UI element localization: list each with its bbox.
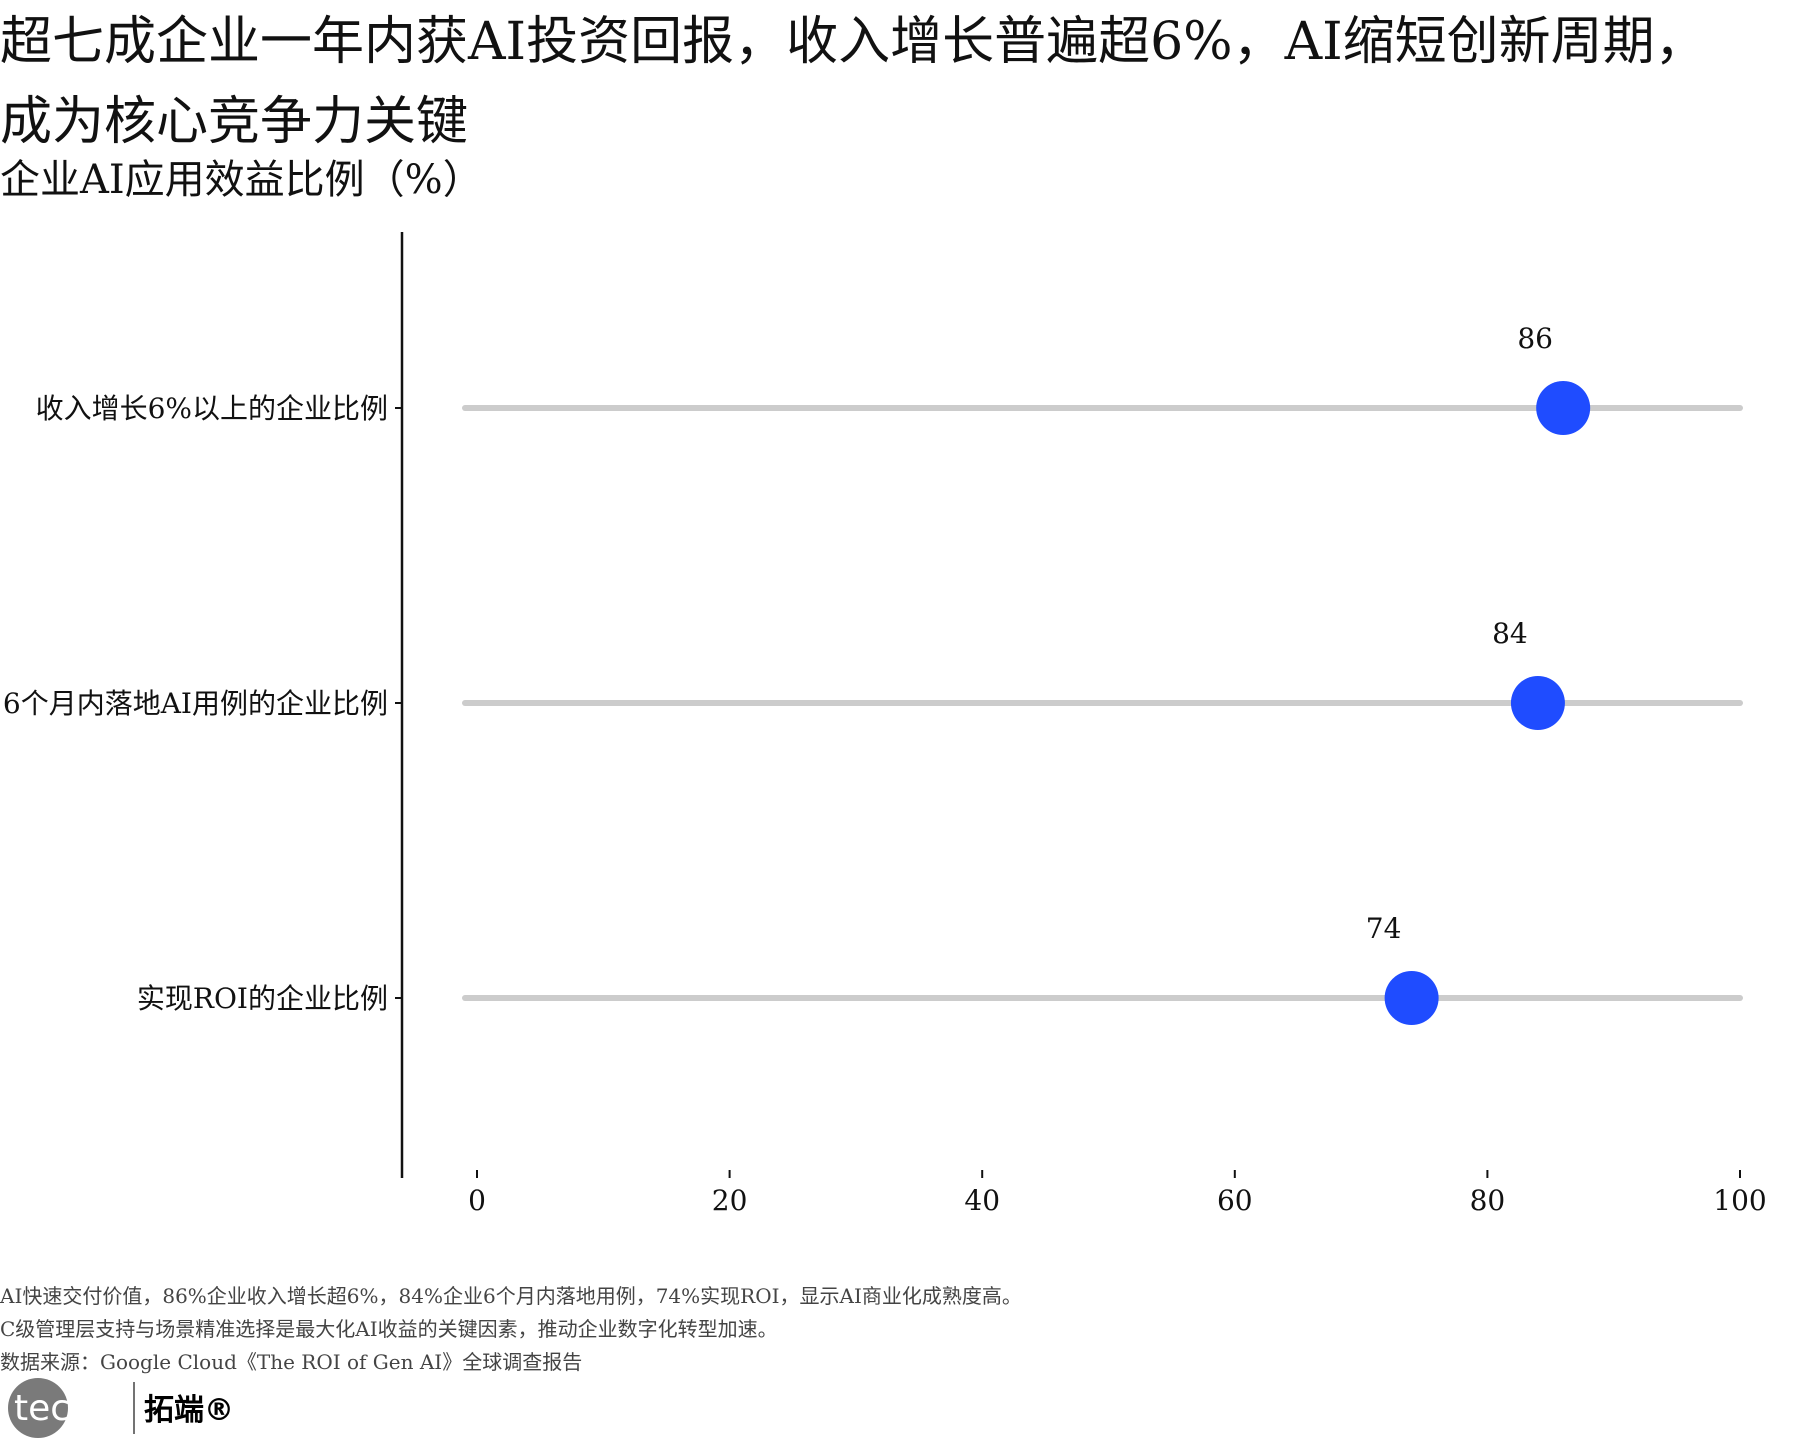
- logo-circle-icon: [8, 1378, 68, 1438]
- data-label: 84: [1492, 617, 1528, 650]
- x-tick-label: 20: [712, 1184, 748, 1217]
- data-point: [1536, 381, 1591, 435]
- logo-text-cn: 拓端®: [144, 1393, 234, 1428]
- note-line-2: C级管理层支持与场景精准选择是最大化AI收益的关键因素，推动企业数字化转型加速。: [0, 1317, 778, 1341]
- logo-text-en: tecdat: [14, 1388, 129, 1429]
- tecdat-logo: tecdat 拓端®: [8, 1378, 234, 1438]
- category-label: 实现ROI的企业比例: [137, 982, 388, 1015]
- data-label: 86: [1517, 322, 1553, 355]
- category-label: 6个月内落地AI用例的企业比例: [3, 687, 388, 720]
- x-tick-label: 60: [1217, 1184, 1253, 1217]
- chart-title: 超七成企业一年内获AI投资回报，收入增长普遍超6%，AI缩短创新周期， 成为核心…: [0, 2, 1780, 162]
- category-label: 收入增长6%以上的企业比例: [36, 392, 388, 425]
- note-line-1: AI快速交付价值，86%企业收入增长超6%，84%企业6个月内落地用例，74%实…: [0, 1284, 1022, 1308]
- chart-subtitle: 企业AI应用效益比例（%）: [0, 157, 483, 203]
- chart-title-line-2: 成为核心竞争力关键: [0, 92, 469, 152]
- x-tick-label: 80: [1470, 1184, 1506, 1217]
- x-tick-label: 0: [468, 1184, 486, 1217]
- x-tick-label: 40: [964, 1184, 1000, 1217]
- chart-title-line-1: 超七成企业一年内获AI投资回报，收入增长普遍超6%，AI缩短创新周期，: [0, 12, 1707, 72]
- data-label: 74: [1366, 912, 1402, 945]
- x-tick-label: 100: [1713, 1184, 1766, 1217]
- data-point: [1510, 676, 1565, 730]
- data-point: [1384, 971, 1439, 1025]
- source-note: 数据来源：Google Cloud《The ROI of Gen AI》全球调查…: [0, 1350, 583, 1374]
